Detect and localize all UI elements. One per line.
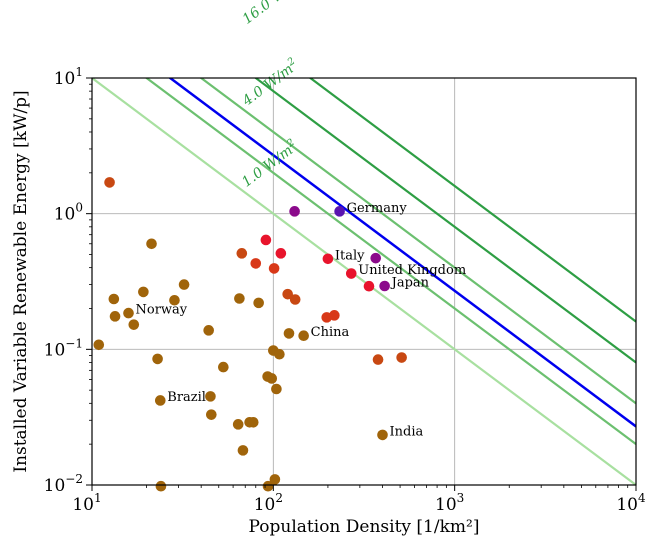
point-label: India <box>390 424 424 439</box>
isoline-label: 4.0 W/m2 <box>238 56 302 110</box>
y-tick-label: 10−1 <box>44 336 83 360</box>
data-point <box>379 280 390 292</box>
data-point <box>345 268 357 279</box>
data-point <box>329 310 340 321</box>
data-point <box>363 280 375 292</box>
x-tick-label: 103 <box>435 491 464 515</box>
data-point <box>298 330 309 342</box>
data-point <box>169 294 180 306</box>
data-point <box>155 480 167 492</box>
data-point <box>271 383 282 395</box>
reference-line <box>253 78 636 364</box>
data-point <box>370 252 382 264</box>
y-tick-label: 101 <box>54 65 83 89</box>
data-point <box>236 248 248 259</box>
data-point <box>218 361 229 373</box>
reference-line <box>199 78 636 405</box>
data-point <box>232 419 244 430</box>
reference-line <box>144 78 636 446</box>
point-label: Italy <box>335 248 365 263</box>
data-point <box>152 353 163 365</box>
y-tick-label: 100 <box>54 201 83 225</box>
data-point <box>289 294 301 305</box>
point-label: Norway <box>136 303 188 318</box>
data-point <box>234 293 245 304</box>
x-tick-label: 104 <box>616 491 646 515</box>
data-point <box>269 474 281 485</box>
isoline-label: 1.0 W/m2 <box>238 137 301 191</box>
data-point <box>372 354 384 365</box>
isoline-label: 16.0 W/m2 <box>238 0 308 28</box>
data-point <box>205 391 216 402</box>
data-point <box>203 325 214 336</box>
data-point <box>282 288 293 300</box>
data-point <box>289 206 300 217</box>
data-point <box>178 279 190 290</box>
data-point <box>268 263 280 274</box>
y-axis-label: Installed Variable Renewable Energy [kW/… <box>11 90 31 472</box>
reference-lines <box>92 78 636 485</box>
data-point <box>334 206 345 217</box>
data-point <box>266 373 278 384</box>
reference-line <box>308 78 636 323</box>
data-point <box>108 293 120 305</box>
data-point <box>253 297 264 309</box>
data-point <box>123 307 134 319</box>
point-label: United Kingdom <box>358 263 466 278</box>
data-point <box>146 238 157 250</box>
data-point <box>109 311 121 322</box>
point-label: Brazil <box>167 390 206 405</box>
data-point <box>154 395 166 406</box>
data-point <box>377 429 388 441</box>
x-axis-label: Population Density [1/km²] <box>249 517 480 537</box>
plot-frame <box>91 77 637 486</box>
x-tick-label: 102 <box>254 491 283 515</box>
point-label: Japan <box>390 275 430 290</box>
point-annotations: Norway Brazil China Italy Germany United King… <box>136 201 467 440</box>
data-point <box>237 445 249 456</box>
data-point <box>206 409 217 420</box>
data-point <box>322 253 334 265</box>
data-point <box>250 258 262 269</box>
data-point <box>247 416 259 428</box>
y-tick-label: 10−2 <box>44 472 83 496</box>
data-point <box>128 319 140 330</box>
data-points <box>93 177 407 492</box>
data-point <box>283 328 295 339</box>
reference-line <box>92 78 636 485</box>
data-point <box>138 286 149 298</box>
x-tick-label: 101 <box>72 491 101 515</box>
reference-line <box>168 78 636 428</box>
data-point <box>93 339 105 351</box>
data-point <box>104 177 115 188</box>
data-point <box>262 480 274 492</box>
data-point <box>260 234 272 246</box>
axis-ticks: 101 102 103 104 10−2 10−1 100 101 <box>44 65 646 515</box>
point-label: China <box>311 325 350 340</box>
data-point <box>275 248 287 259</box>
data-point <box>274 348 285 360</box>
data-point <box>396 352 407 363</box>
point-label: Germany <box>347 201 408 216</box>
